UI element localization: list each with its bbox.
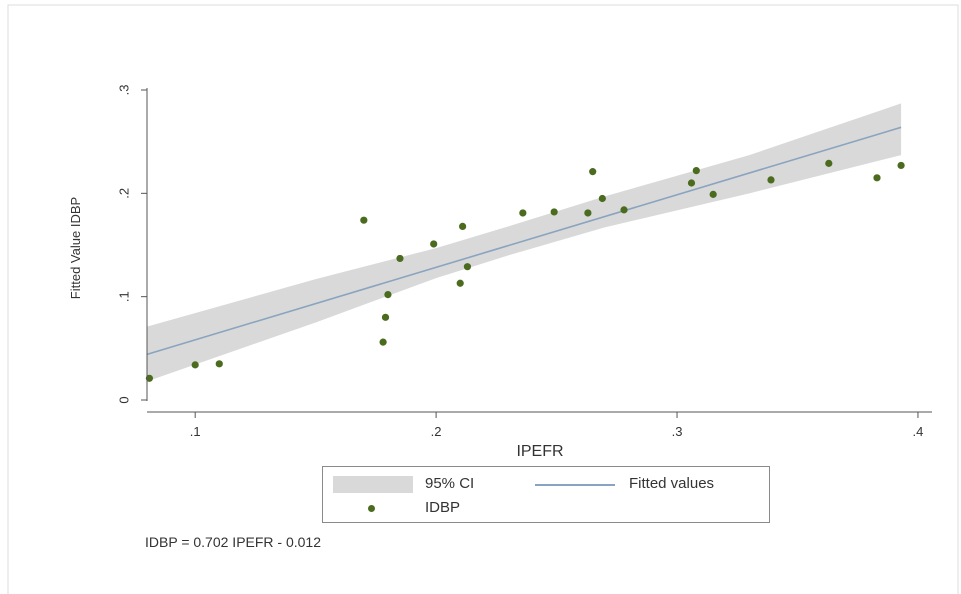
data-point [620, 206, 628, 214]
legend-fit-label: Fitted values [629, 475, 715, 492]
data-point [692, 167, 700, 175]
x-tick-label: .1 [190, 424, 201, 439]
data-point [215, 360, 223, 368]
legend-idbp-label: IDBP [425, 499, 461, 516]
data-point [384, 291, 392, 299]
data-point [584, 209, 592, 217]
data-point [379, 338, 387, 346]
legend-ci-label: 95% CI [425, 475, 475, 492]
fitted-line [146, 126, 902, 356]
data-point [709, 190, 717, 198]
data-point [873, 174, 881, 182]
y-tick-label: 0 [116, 396, 131, 403]
data-point [598, 194, 606, 203]
legend-fit-swatch [535, 484, 615, 486]
fit-line-group [146, 126, 902, 356]
data-point [519, 209, 527, 217]
legend-ci-swatch [333, 476, 413, 493]
data-point [396, 254, 404, 263]
points-group [145, 159, 905, 382]
y-tick-label: .1 [116, 291, 131, 302]
x-tick-label: .2 [431, 424, 442, 439]
x-tick-label: .4 [913, 424, 924, 439]
data-point [589, 168, 597, 176]
data-point [687, 179, 696, 187]
data-point [456, 279, 464, 287]
data-point [550, 208, 558, 216]
y-tick-label: .2 [116, 188, 131, 199]
x-tick-label: .3 [672, 424, 683, 439]
ci-band [147, 103, 902, 382]
x-axis-label: IPEFR [516, 443, 563, 460]
y-axis-label: Fitted Value IDBP [68, 197, 83, 299]
ci-band-group [147, 103, 902, 382]
axes-group: 0 .1 .2 .3 .1 .2 .3 .4 [116, 85, 932, 439]
legend: 95% CI Fitted values IDBP [322, 466, 770, 523]
y-tick-label: .3 [116, 85, 131, 96]
legend-idbp-marker [368, 505, 375, 512]
data-point [381, 313, 390, 321]
data-point [145, 374, 154, 382]
regression-equation: IDBP = 0.702 IPEFR - 0.012 [145, 534, 322, 550]
outer-border [7, 4, 959, 594]
data-point [191, 361, 199, 369]
data-point [825, 159, 833, 167]
data-point [360, 216, 368, 224]
data-point [430, 240, 438, 248]
data-point [463, 263, 472, 271]
data-point [459, 222, 467, 230]
data-point [767, 176, 775, 184]
data-point [897, 161, 905, 170]
